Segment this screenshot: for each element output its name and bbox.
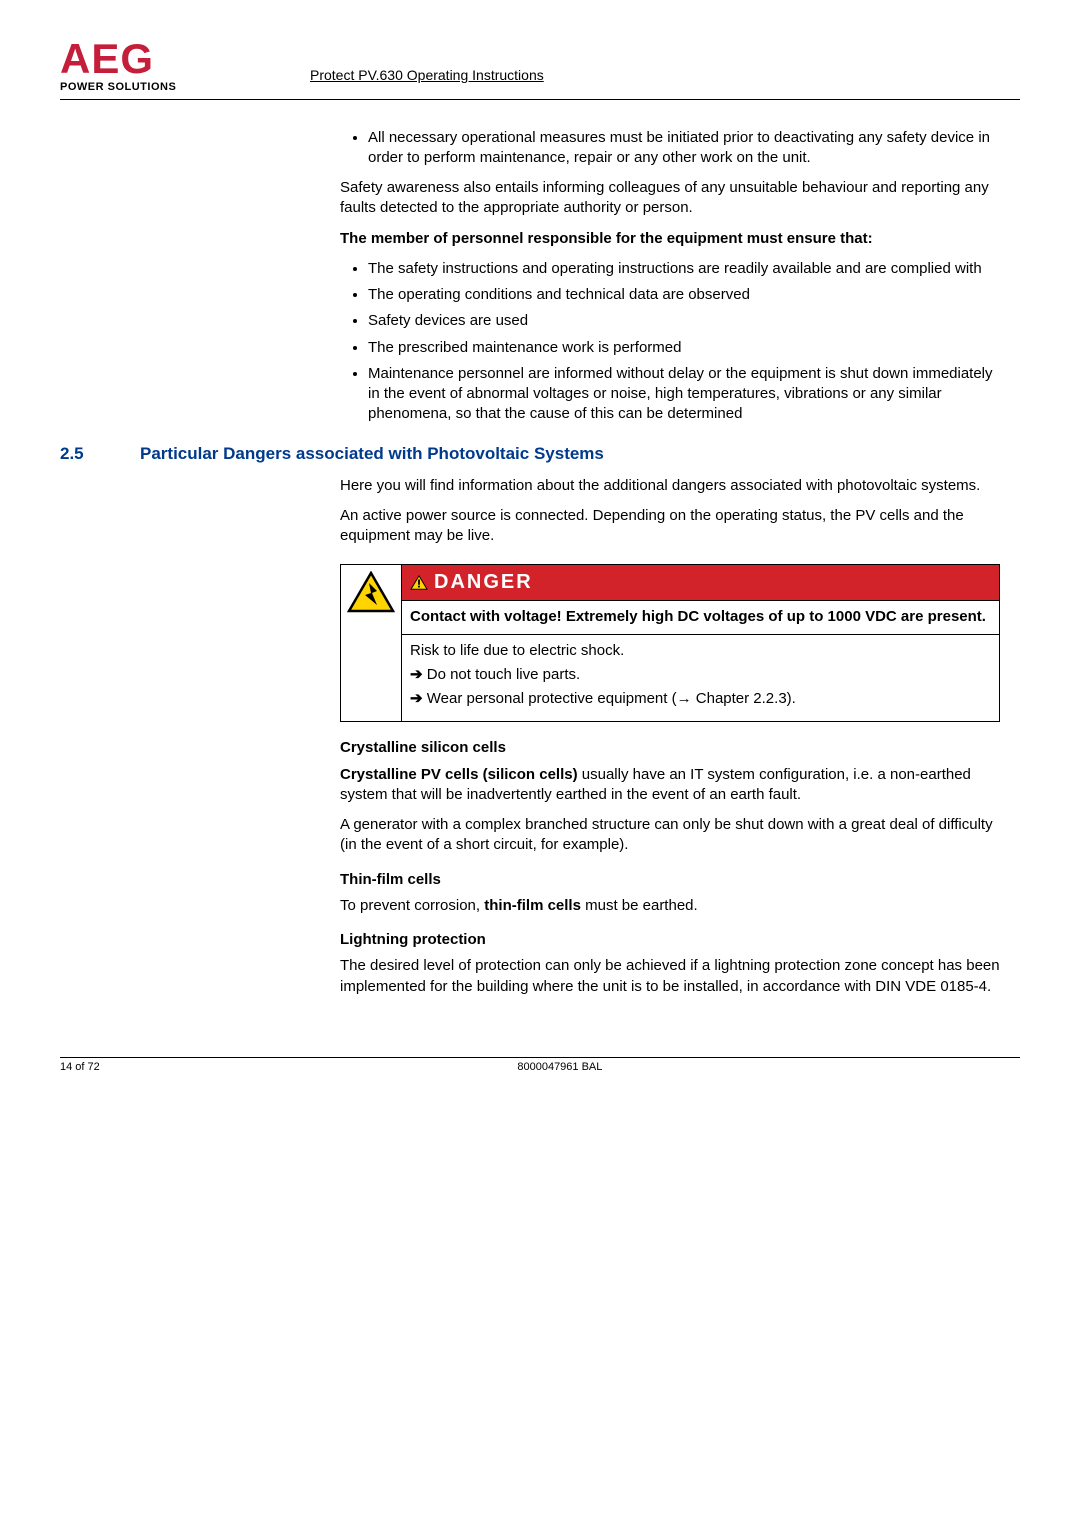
document-id: 8000047961 BAL: [517, 1060, 602, 1075]
paragraph: To prevent corrosion, thin-film cells mu…: [340, 896, 1000, 916]
list-item: All necessary operational measures must …: [368, 128, 1000, 169]
list-item: The operating conditions and technical d…: [368, 285, 1000, 305]
danger-content: DANGER Contact with voltage! Extremely h…: [402, 565, 999, 721]
paragraph: An active power source is connected. Dep…: [340, 506, 1000, 547]
section-title: Particular Dangers associated with Photo…: [140, 443, 1020, 466]
list-item: The safety instructions and operating in…: [368, 259, 1000, 279]
page-footer: 14 of 72 8000047961 BAL: [60, 1058, 1020, 1075]
section-number: 2.5: [60, 443, 140, 466]
page-header: AEG POWER SOLUTIONS Protect PV.630 Opera…: [60, 40, 1020, 100]
ensure-heading: The member of personnel responsible for …: [340, 229, 1000, 249]
subheading: Lightning protection: [340, 930, 1000, 950]
paragraph: Here you will find information about the…: [340, 476, 1000, 496]
main-content: All necessary operational measures must …: [60, 128, 1020, 425]
subheading: Thin-film cells: [340, 870, 1000, 890]
danger-icon-cell: [341, 565, 402, 721]
paragraph: The desired level of protection can only…: [340, 956, 1000, 997]
text: must be earthed.: [581, 897, 698, 914]
logo: AEG POWER SOLUTIONS: [60, 40, 240, 95]
danger-instruction-text: Do not touch live parts.: [427, 666, 580, 683]
list-item: Safety devices are used: [368, 311, 1000, 331]
danger-callout: DANGER Contact with voltage! Extremely h…: [340, 564, 1000, 722]
page-number: 14 of 72: [60, 1060, 100, 1075]
danger-instruction: ➔ Wear personal protective equipment (→ …: [410, 689, 991, 709]
bold-lead: Crystalline PV cells (silicon cells): [340, 766, 578, 783]
subheading: Crystalline silicon cells: [340, 738, 1000, 758]
danger-label: DANGER: [434, 569, 533, 596]
exclamation-triangle-icon: [410, 575, 428, 591]
logo-text: AEG: [60, 40, 240, 78]
list-item: The prescribed maintenance work is perfo…: [368, 338, 1000, 358]
lightning-triangle-icon: [347, 571, 395, 615]
danger-header: DANGER: [402, 565, 999, 601]
paragraph: Crystalline PV cells (silicon cells) usu…: [340, 765, 1000, 806]
danger-risk: Risk to life due to electric shock.: [410, 641, 991, 661]
document-title: Protect PV.630 Operating Instructions: [240, 40, 1020, 85]
bold-text: thin-film cells: [484, 897, 581, 914]
list-item: Maintenance personnel are informed witho…: [368, 364, 1000, 425]
danger-instruction: ➔ Do not touch live parts.: [410, 665, 991, 685]
text: To prevent corrosion,: [340, 897, 484, 914]
danger-body: Risk to life due to electric shock. ➔ Do…: [402, 635, 999, 722]
section-heading-row: 2.5 Particular Dangers associated with P…: [60, 443, 1020, 466]
section-content: Here you will find information about the…: [60, 476, 1020, 997]
logo-subtitle: POWER SOLUTIONS: [60, 80, 240, 95]
ensure-list: The safety instructions and operating in…: [340, 259, 1000, 425]
danger-subheading: Contact with voltage! Extremely high DC …: [402, 601, 999, 634]
intro-bullet-list: All necessary operational measures must …: [340, 128, 1000, 169]
danger-instruction-text: Wear personal protective equipment (→ Ch…: [427, 690, 796, 707]
paragraph: A generator with a complex branched stru…: [340, 815, 1000, 856]
paragraph: Safety awareness also entails informing …: [340, 178, 1000, 219]
